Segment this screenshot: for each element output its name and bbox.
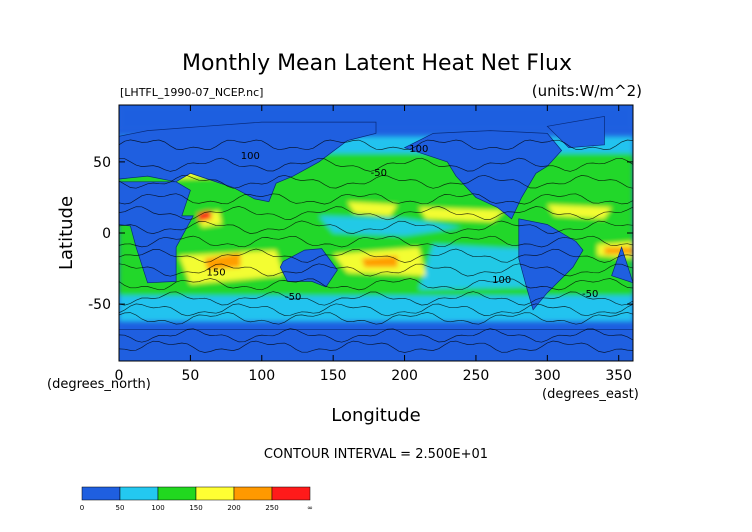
y-tick-label: 50 <box>93 155 111 171</box>
land-mass-7 <box>119 329 633 361</box>
x-tick-label: 350 <box>605 368 632 384</box>
contour-line-3 <box>119 193 633 205</box>
colorbar: 0 50 100 150 200 250 ∞ <box>80 486 313 512</box>
y-unit-label: (degrees_north) <box>47 377 151 392</box>
contour-label-4: 100 <box>409 144 428 155</box>
contour-line-10 <box>119 291 633 306</box>
colorbar-label-3: 150 <box>189 504 202 512</box>
flux-band-15 <box>197 210 212 222</box>
contour-line-13 <box>119 328 633 343</box>
flux-band-14 <box>604 247 633 255</box>
x-tick-label: 200 <box>391 368 418 384</box>
contour-label-1: -50 <box>371 168 387 179</box>
contour-label-0: 100 <box>241 151 260 162</box>
x-tick-label: 0 <box>115 368 124 384</box>
x-unit-label: (degrees_east) <box>542 387 639 402</box>
plot-area: 100 -50 100 -50 100 150 -50 <box>119 105 633 361</box>
contour-line-4 <box>119 206 633 221</box>
land-mass-6 <box>546 115 605 149</box>
contour-label-2: 100 <box>492 275 511 286</box>
file-label: [LHTFL_1990-07_NCEP.nc] <box>120 86 263 99</box>
contour-line-8 <box>119 263 633 277</box>
land-mass-4 <box>403 130 563 220</box>
contour-line-1 <box>119 157 633 172</box>
colorbar-swatch-3 <box>195 486 235 501</box>
x-axis: 0 50 100 150 200 250 300 350 <box>115 105 632 384</box>
x-tick-label: 100 <box>248 368 275 384</box>
contour-line-5 <box>119 220 633 234</box>
contour-line-6 <box>119 235 633 248</box>
land-mass-0 <box>119 121 377 203</box>
colorbar-label-0: 0 <box>80 504 84 512</box>
units-label: (units:W/m^2) <box>532 82 642 100</box>
colorbar-swatch-5 <box>271 486 311 501</box>
x-tick-label: 300 <box>534 368 561 384</box>
flux-band-8 <box>547 204 612 219</box>
colorbar-swatch-4 <box>233 486 273 501</box>
flux-band-6 <box>347 201 398 216</box>
contour-lines <box>119 139 633 353</box>
y-axis-title: Latitude <box>56 196 77 270</box>
x-tick-label: 50 <box>181 368 199 384</box>
contour-line-7 <box>119 248 633 263</box>
contour-labels: 100 -50 100 -50 100 150 -50 <box>207 144 599 303</box>
contour-label-6: -50 <box>582 289 598 300</box>
contour-line-0 <box>119 139 633 151</box>
x-axis-title: Longitude <box>331 405 421 426</box>
contour-line-11 <box>119 303 633 317</box>
colorbar-swatch-0 <box>81 486 121 501</box>
contour-line-14 <box>119 340 633 353</box>
land-mass-5 <box>518 218 584 311</box>
chart-title: Monthly Mean Latent Heat Net Flux <box>182 51 572 76</box>
colorbar-label-2: 100 <box>151 504 164 512</box>
contour-label-5: 150 <box>207 268 226 279</box>
colorbar-swatch-2 <box>157 486 197 501</box>
y-axis: -50 0 50 <box>88 155 633 313</box>
x-tick-label: 150 <box>320 368 347 384</box>
contour-interval-label: CONTOUR INTERVAL = 2.500E+01 <box>264 447 488 462</box>
colorbar-label-5: 250 <box>265 504 278 512</box>
flux-band-3 <box>418 244 548 290</box>
contour-line-9 <box>119 278 633 291</box>
y-tick-label: 0 <box>102 226 111 242</box>
contour-line-2 <box>119 174 633 189</box>
colorbar-swatch-1 <box>119 486 159 501</box>
y-tick-label: -50 <box>88 297 111 313</box>
colorbar-label-4: 200 <box>227 504 240 512</box>
contour-line-12 <box>119 312 633 325</box>
flux-band-13 <box>361 255 398 268</box>
colorbar-label-6: ∞ <box>307 504 313 512</box>
colorbar-label-1: 50 <box>116 504 125 512</box>
x-tick-label: 250 <box>463 368 490 384</box>
contour-label-3: -50 <box>285 292 301 303</box>
land-mass-2 <box>611 246 633 284</box>
